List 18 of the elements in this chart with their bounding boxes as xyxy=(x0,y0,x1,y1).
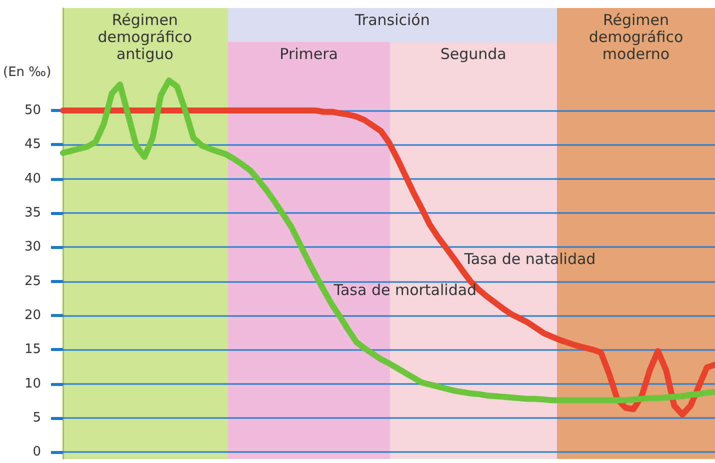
y-tick-label: 25 xyxy=(24,274,41,289)
y-tick-label: 20 xyxy=(24,308,41,323)
y-tick-label: 0 xyxy=(32,444,41,460)
annotation: Régimen demográfico moderno xyxy=(588,11,684,63)
series-label: Tasa de mortalidad xyxy=(332,281,477,300)
y-tick-label: 35 xyxy=(24,206,41,220)
y-tick-label: 10 xyxy=(24,376,41,392)
annotation: Segunda xyxy=(439,45,508,63)
annotation: Régimen demográfico antiguo xyxy=(96,11,194,63)
annotation: Primera xyxy=(278,45,339,63)
y-tick-label: 45 xyxy=(24,137,41,152)
y-tick-label: 5 xyxy=(32,410,41,426)
y-tick-label: 15 xyxy=(24,342,41,358)
y-tick-label: 50 xyxy=(24,103,41,118)
y-tick-label: 30 xyxy=(24,240,41,255)
annotation: Transición xyxy=(354,11,431,29)
y-axis-title: (En ‰) xyxy=(3,65,52,80)
y-tick-label: 40 xyxy=(24,171,41,186)
